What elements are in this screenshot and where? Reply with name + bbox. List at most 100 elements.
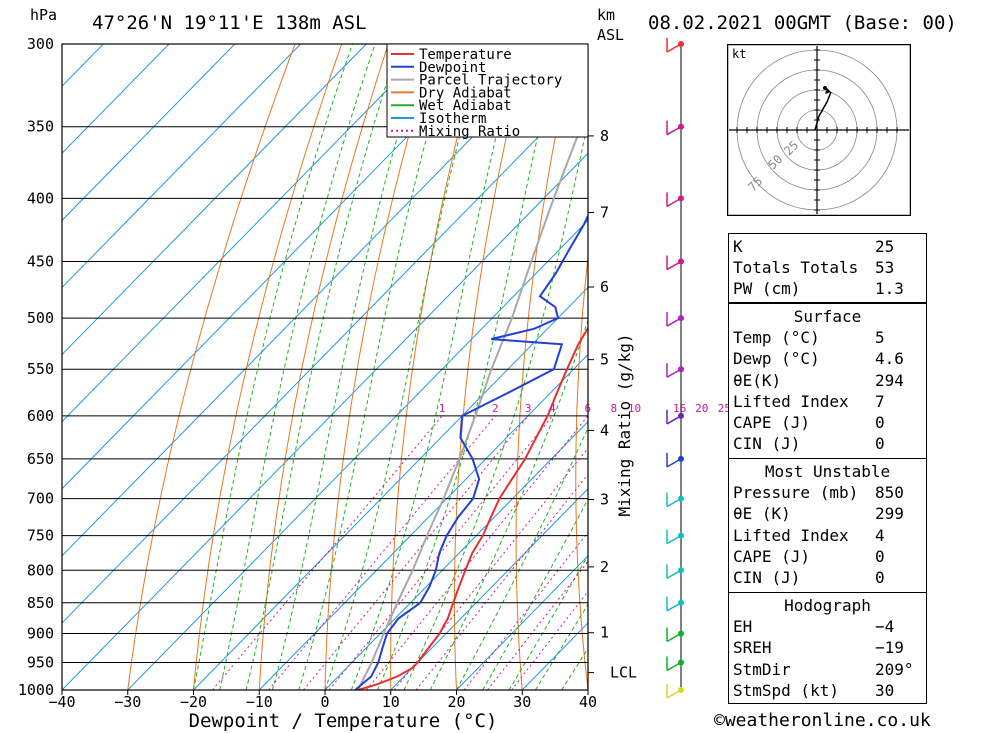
wet-adiabat-line	[534, 603, 588, 690]
asl-unit: ASL	[597, 26, 625, 44]
isotherm-line	[62, 44, 170, 154]
wet-adiabat-line	[245, 44, 400, 690]
km-tick-label: 8	[600, 127, 609, 145]
pressure-tick-label: 500	[27, 309, 54, 327]
km-tick-label: 1	[600, 624, 609, 642]
isotherm-line	[193, 286, 588, 690]
temp-tick-label: 40	[579, 693, 597, 711]
hodograph-trace	[814, 91, 832, 131]
wind-barb-shaft	[666, 126, 682, 136]
mixing-ratio-tick: 3	[525, 402, 532, 415]
lcl-label: LCL	[610, 664, 637, 682]
hodograph-indices-box: Hodograph EH −4 SREH −19 StmDir 209° StmSpd…	[728, 592, 927, 704]
mixing-ratio-tick: 8	[611, 402, 618, 415]
pressure-tick-label: 1000	[18, 681, 54, 699]
mixing-ratio-tick: 20	[695, 402, 708, 415]
km-tick-label: 4	[600, 421, 609, 439]
isotherm-line	[127, 219, 588, 690]
most-unstable-title: Most Unstable	[764, 462, 891, 481]
index-row: Lifted Index 4	[733, 526, 885, 545]
pressure-unit: hPa	[30, 6, 58, 24]
wind-barb-shaft	[666, 497, 682, 508]
x-axis-label: Dewpoint / Temperature (°C)	[189, 710, 498, 732]
temp-tick-label: −30	[114, 693, 141, 711]
datetime-title: 08.02.2021 00GMT (Base: 00)	[648, 12, 957, 34]
index-row: EH −4	[733, 617, 895, 636]
legend-box	[386, 43, 589, 138]
wet-adiabat-line	[298, 44, 454, 690]
isotherm-line	[62, 44, 433, 423]
index-row: PW (cm) 1.3	[733, 279, 904, 298]
pressure-tick-label: 650	[27, 450, 54, 468]
km-tick-label: 2	[600, 558, 609, 576]
index-row: CIN (J) 0	[733, 568, 885, 587]
hodograph-storm-motion	[823, 86, 827, 90]
wind-barb-shaft	[666, 260, 682, 271]
dry-adiabat-line	[324, 44, 436, 690]
wet-adiabat-line	[403, 120, 588, 690]
isotherm-line	[62, 44, 236, 222]
hodograph-title: Hodograph	[784, 596, 871, 615]
parcel-trajectory-series	[357, 103, 588, 690]
isotherm-line	[62, 44, 301, 289]
pressure-gridlines	[62, 43, 588, 691]
wet-adiabat-line	[219, 44, 376, 690]
wind-barb-shaft	[666, 458, 682, 468]
isotherm-line	[62, 152, 588, 690]
wind-barb-shaft	[666, 602, 682, 612]
hodograph-unit: kt	[732, 47, 746, 61]
index-row: Lifted Index 7	[733, 392, 885, 411]
pressure-tick-label: 450	[27, 253, 54, 271]
mixing-ratio-tick: 4	[549, 402, 556, 415]
most-unstable-box: Most Unstable Pressure (mb) 850 θE (K) 299…	[728, 458, 927, 594]
km-unit: km	[597, 6, 616, 24]
wind-barb-shaft	[666, 661, 682, 672]
legend-label: Wet Adiabat	[419, 98, 512, 114]
index-row: CAPE (J) 0	[733, 547, 885, 566]
dry-adiabat-line	[634, 44, 668, 690]
wind-barb-shaft	[666, 689, 682, 699]
temp-tick-label: 20	[447, 693, 465, 711]
surface-box: Surface Temp (°C) 5 Dewp (°C) 4.6 θE(K) 294…	[728, 303, 927, 460]
legend-label: Isotherm	[419, 111, 486, 127]
pressure-tick-label: 850	[27, 594, 54, 612]
hodograph-arrow	[825, 88, 831, 94]
mixing-ratio-tick: 10	[628, 402, 641, 415]
legend-label: Parcel Trajectory	[419, 73, 562, 89]
wind-barb-shaft	[666, 197, 682, 208]
dewpoint-series	[354, 213, 588, 690]
index-row: StmSpd (kt) 30	[733, 681, 895, 700]
index-row: CAPE (J) 0	[733, 413, 885, 432]
pressure-tick-label: 700	[27, 490, 54, 508]
copyright-link[interactable]: ©weatheronline.co.uk	[714, 710, 931, 731]
dry-adiabat-line	[994, 44, 1000, 690]
mixing-ratio-line	[328, 415, 553, 690]
mixing-ratio-label: Mixing Ratio (g/kg)	[615, 333, 634, 516]
index-row: Totals Totals 53	[733, 258, 895, 277]
pressure-tick-label: 550	[27, 360, 54, 378]
basic-indices-box: K 25 Totals Totals 53 PW (cm) 1.3	[728, 233, 927, 303]
pressure-tick-label: 350	[27, 118, 54, 136]
km-tick-label: 3	[600, 490, 609, 508]
wet-adiabat-line	[193, 44, 353, 690]
surface-title: Surface	[793, 307, 862, 326]
temp-tick-label: 10	[382, 693, 400, 711]
wind-barb-shaft	[666, 534, 682, 545]
temp-tick-label: −10	[246, 693, 273, 711]
dry-adiabat-line	[127, 44, 296, 690]
km-tick-label: 6	[600, 278, 609, 296]
mixing-ratio-line	[463, 531, 588, 690]
temp-tick-label: 30	[513, 693, 531, 711]
isotherm-line	[390, 488, 588, 690]
mixing-ratio-line	[415, 473, 588, 690]
index-row: Pressure (mb) 850	[733, 483, 904, 502]
index-row: Dewp (°C) 4.6	[733, 349, 904, 368]
wind-barb-shaft	[666, 569, 682, 579]
legend-label: Mixing Ratio	[419, 124, 520, 140]
index-row: CIN (J) 0	[733, 434, 885, 453]
km-tick-label: 5	[600, 351, 609, 369]
temp-tick-label: −20	[180, 693, 207, 711]
mixing-ratio-tick: 2	[492, 402, 499, 415]
